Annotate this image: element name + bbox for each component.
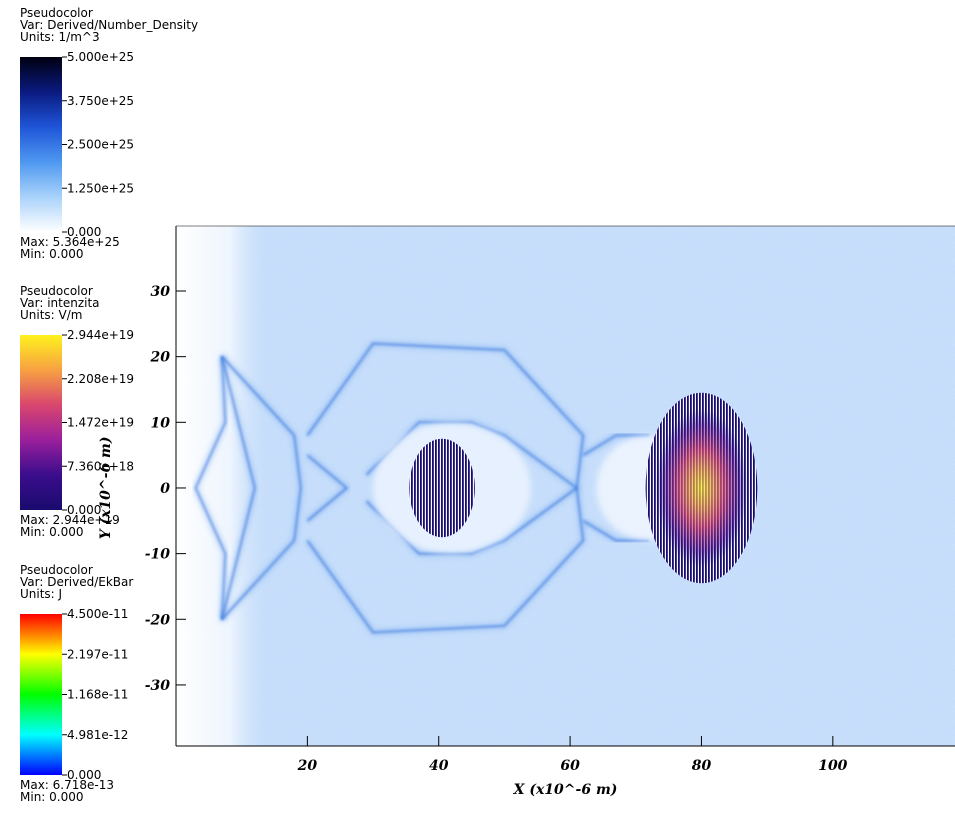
y-tick-label: 0 — [160, 481, 170, 497]
legend-tick-label: 3.750e+25 — [67, 94, 134, 108]
shock-front — [221, 356, 302, 620]
legend-title: Pseudocolor — [20, 284, 93, 298]
legend-min: Min: 0.000 — [20, 525, 84, 539]
legend-tick-label: 4.981e-12 — [67, 728, 128, 742]
shock-front — [582, 434, 649, 456]
left-fade — [176, 226, 266, 746]
legend-variable: Var: intenzita — [20, 296, 100, 310]
legend-units: Units: V/m — [20, 308, 82, 322]
density-field — [176, 226, 955, 746]
color-bar — [20, 614, 62, 775]
legend-units: Units: J — [20, 587, 62, 601]
legend-min: Min: 0.000 — [20, 247, 84, 261]
legend-variable: Var: Derived/Number_Density — [20, 18, 198, 32]
legend-tick-label: 2.500e+25 — [67, 138, 134, 152]
plot: 20 40 60 80 100 -30 -20 -10 0 10 20 30 X (x10^-6 m) Y… — [98, 225, 955, 798]
legend-tick-label: 0.000 — [67, 225, 101, 239]
legend-max: Max: 5.364e+25 — [20, 235, 120, 249]
x-tick-label: 80 — [692, 758, 712, 774]
y-tick-label: -30 — [145, 678, 171, 694]
legend-tick-label: 0.000 — [67, 503, 101, 517]
y-tick-label: 20 — [150, 350, 171, 366]
legend-tick-label: 0.000 — [67, 768, 101, 782]
pulse-core-stripes — [645, 392, 758, 584]
legend-title: Pseudocolor — [20, 6, 93, 20]
shock-front — [306, 342, 584, 634]
shock-front — [194, 356, 226, 620]
color-bar — [20, 57, 62, 232]
x-axis-title: X (x10^-6 m) — [513, 782, 618, 798]
color-bar — [20, 335, 62, 510]
legend-variable: Var: Derived/EkBar — [20, 575, 133, 589]
legend-title: Pseudocolor — [20, 563, 93, 577]
legend-min: Min: 0.000 — [20, 790, 84, 804]
legend-tick-label: 5.000e+25 — [67, 50, 134, 64]
legend-tick-label: 7.360e+18 — [67, 459, 134, 473]
shock-front — [306, 454, 348, 522]
legend-units: Units: 1/m^3 — [20, 30, 100, 44]
legend-max: Max: 2.944e+19 — [20, 513, 120, 527]
x-tick-label: 40 — [429, 758, 449, 774]
field-noise — [176, 226, 955, 746]
legend-tick-label: 4.500e-11 — [67, 607, 128, 621]
legend-tick-label: 1.472e+19 — [67, 416, 134, 430]
y-tick-label: 30 — [151, 284, 171, 300]
legend-tick-label: 2.208e+19 — [67, 372, 134, 386]
y-tick-label: -10 — [145, 547, 171, 563]
pulse-small — [409, 438, 475, 538]
legend-tick-label: 1.168e-11 — [67, 688, 128, 702]
legend-tick-label: 2.197e-11 — [67, 647, 128, 661]
y-tick-label: -20 — [145, 612, 171, 628]
legend-max: Max: 6.718e-13 — [20, 778, 114, 792]
x-tick-label: 60 — [560, 758, 580, 774]
shock-front — [582, 520, 649, 542]
shock-front — [221, 356, 256, 620]
y-tick-label: 10 — [151, 415, 171, 431]
x-tick-label: 20 — [297, 758, 318, 774]
y-axis-title: Y (x10^-6 m) — [98, 437, 114, 540]
x-tick-label: 100 — [818, 758, 847, 774]
legend-tick-label: 1.250e+25 — [67, 181, 134, 195]
legend-tick-label: 2.944e+19 — [67, 328, 134, 342]
